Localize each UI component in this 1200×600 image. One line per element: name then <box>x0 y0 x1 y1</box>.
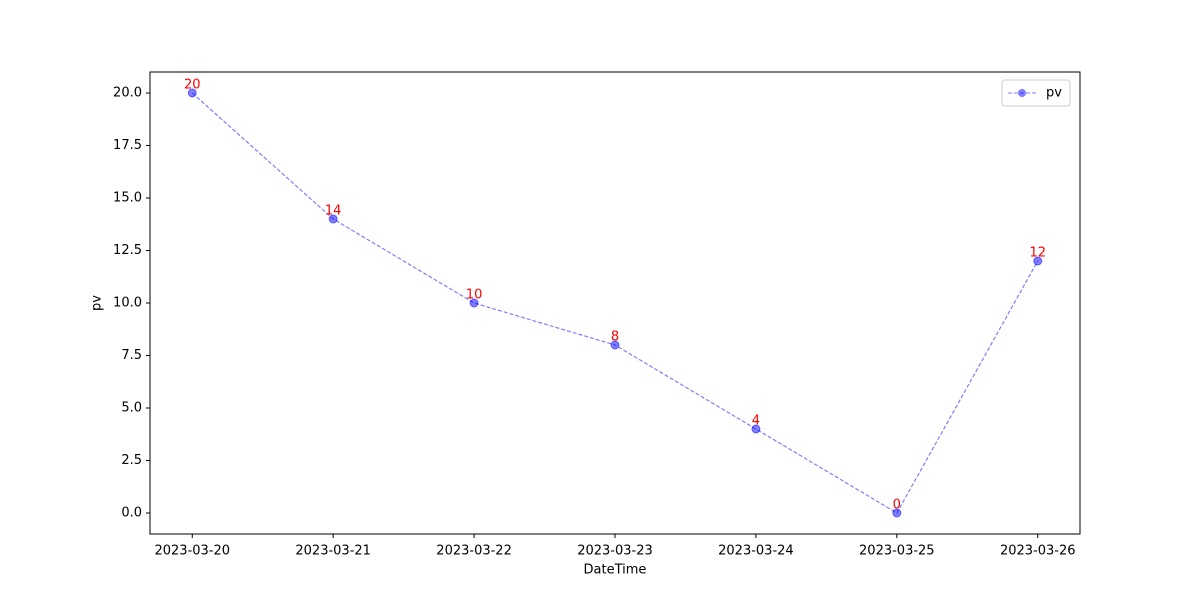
x-axis-label: DateTime <box>584 563 647 578</box>
legend-label: pv <box>1046 86 1062 101</box>
y-tick-label: 10.0 <box>113 296 142 311</box>
y-axis-label: pv <box>90 295 105 311</box>
y-tick-label: 12.5 <box>113 243 142 258</box>
data-label: 4 <box>752 414 760 429</box>
y-tick-label: 17.5 <box>113 138 142 153</box>
marker <box>187 88 197 98</box>
y-tick-label: 15.0 <box>113 191 142 206</box>
legend-marker <box>1018 89 1026 97</box>
data-label: 10 <box>466 288 483 303</box>
data-label: 20 <box>184 78 201 93</box>
x-tick-label: 2023-03-24 <box>718 544 794 559</box>
data-label: 12 <box>1029 246 1046 261</box>
y-tick-label: 2.5 <box>121 453 142 468</box>
x-tick-label: 2023-03-25 <box>859 544 935 559</box>
y-tick-label: 0.0 <box>121 506 142 521</box>
marker <box>328 214 338 224</box>
x-tick-label: 2023-03-23 <box>577 544 653 559</box>
marker <box>1033 256 1043 266</box>
x-tick-label: 2023-03-26 <box>1000 544 1076 559</box>
x-tick-label: 2023-03-21 <box>295 544 371 559</box>
y-tick-label: 5.0 <box>121 401 142 416</box>
axes-frame <box>149 71 1081 535</box>
data-label: 8 <box>611 330 619 345</box>
data-label: 14 <box>325 204 342 219</box>
marker <box>610 340 620 350</box>
marker <box>892 508 902 518</box>
line <box>191 92 1039 514</box>
y-tick-label: 20.0 <box>113 86 142 101</box>
x-tick-label: 2023-03-20 <box>154 544 230 559</box>
y-tick-label: 7.5 <box>121 348 142 363</box>
marker <box>751 424 761 434</box>
x-tick-label: 2023-03-22 <box>436 544 512 559</box>
marker <box>469 298 479 308</box>
data-label: 0 <box>893 498 901 513</box>
